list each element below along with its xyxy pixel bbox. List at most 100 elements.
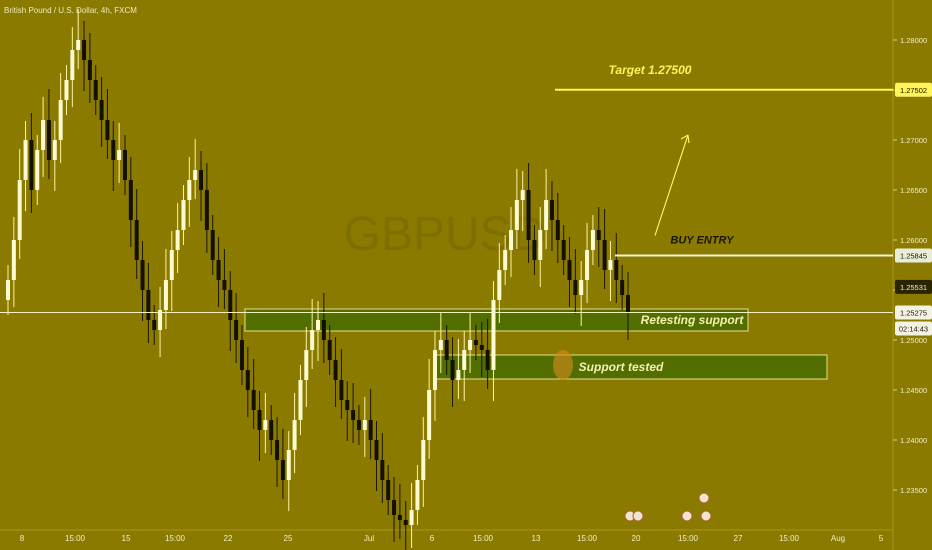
- x-tick-label: 6: [430, 534, 435, 543]
- x-tick-label: 15:00: [678, 534, 699, 543]
- candle-body: [368, 420, 373, 440]
- price-tag: [895, 321, 932, 336]
- candle-body: [380, 460, 385, 480]
- candle-body: [345, 400, 350, 410]
- candle-body: [193, 170, 198, 180]
- candle-body: [415, 480, 420, 510]
- price-tag-label: 1.25275: [900, 309, 927, 318]
- x-tick-label: 13: [532, 534, 541, 543]
- candle-body: [269, 420, 274, 440]
- candle-body: [286, 450, 291, 480]
- candle-body: [257, 410, 262, 430]
- y-tick-label: 1.28000: [900, 36, 927, 45]
- x-tick-label: Aug: [831, 534, 845, 543]
- candle-body: [438, 340, 443, 350]
- candle-body: [239, 340, 244, 370]
- candle-body: [64, 80, 69, 100]
- candle-body: [473, 340, 478, 345]
- y-tick-label: 1.24000: [900, 436, 927, 445]
- candle-body: [579, 280, 584, 295]
- candle-body: [93, 80, 98, 100]
- candle-body: [117, 150, 122, 160]
- candle-body: [497, 270, 502, 300]
- candle-body: [263, 420, 268, 430]
- price-tag-label: 1.27502: [900, 86, 927, 95]
- candle-body: [181, 200, 186, 230]
- candle-body: [199, 170, 204, 190]
- candle-body: [245, 370, 250, 390]
- zone-label: Retesting support: [641, 313, 745, 327]
- candle-body: [397, 515, 402, 520]
- candle-body: [41, 120, 46, 150]
- candle-body: [573, 280, 578, 295]
- price-tag-label: 1.25845: [900, 252, 927, 261]
- candle-body: [70, 50, 75, 80]
- candle-body: [128, 180, 133, 220]
- support-zone: [434, 354, 828, 380]
- candle-body: [626, 295, 630, 313]
- candle-body: [275, 440, 280, 460]
- x-tick-label: Jul: [364, 534, 374, 543]
- tested-highlight: [553, 350, 573, 380]
- candle-body: [351, 410, 356, 420]
- price-tag: [895, 248, 932, 263]
- x-tick-label: 15:00: [65, 534, 86, 543]
- x-tick-label: 25: [284, 534, 293, 543]
- candle-body: [544, 200, 549, 230]
- candle-body: [280, 460, 285, 480]
- candle-body: [585, 250, 590, 280]
- price-tag-label: 02:14:43: [899, 325, 928, 334]
- candle-body: [316, 320, 320, 330]
- candle-body: [333, 360, 338, 380]
- entry-label: BUY ENTRY: [670, 235, 735, 247]
- y-tick-label: 1.23500: [900, 486, 927, 495]
- candle-body: [362, 420, 367, 430]
- candle-body: [532, 240, 537, 260]
- candle-body: [122, 150, 127, 180]
- candle-body: [456, 370, 461, 380]
- candle-body: [140, 260, 145, 290]
- candle-body: [134, 220, 139, 260]
- candle-body: [602, 240, 607, 270]
- price-tag: [895, 305, 932, 320]
- candle-body: [356, 420, 361, 430]
- x-tick-label: 15: [122, 534, 131, 543]
- price-tag: [895, 82, 932, 97]
- candle-body: [614, 260, 619, 280]
- x-tick-label: 20: [632, 534, 641, 543]
- candle-body: [479, 345, 484, 350]
- target-arrow-head: [680, 134, 690, 144]
- candle-body: [228, 290, 233, 320]
- x-tick-label: 5: [879, 534, 884, 543]
- zone-label: Support tested: [579, 360, 664, 374]
- candle-body: [514, 200, 519, 230]
- event-icon: [681, 510, 693, 522]
- candle-body: [310, 330, 315, 350]
- x-tick-label: 27: [734, 534, 743, 543]
- candle-body: [52, 140, 57, 160]
- candle-body: [491, 300, 496, 370]
- event-icon: [698, 492, 710, 504]
- event-icon: [632, 510, 644, 522]
- candle-body: [6, 280, 10, 300]
- candle-body: [620, 280, 625, 295]
- candle-body: [169, 250, 174, 280]
- y-tick-label: 1.27000: [900, 136, 927, 145]
- candle-body: [374, 440, 379, 460]
- y-tick-label: 1.26500: [900, 186, 927, 195]
- candle-body: [561, 240, 566, 260]
- target-label: Target 1.27500: [609, 63, 692, 77]
- candle-body: [596, 230, 601, 240]
- candle-body: [409, 510, 414, 525]
- candle-body: [175, 230, 180, 250]
- candle-body: [23, 140, 28, 180]
- candle-body: [321, 320, 326, 340]
- candle-body: [526, 190, 531, 240]
- candle-body: [35, 150, 40, 190]
- x-tick-label: 15:00: [779, 534, 800, 543]
- target-arrow-line: [654, 134, 689, 236]
- x-tick-label: 8: [20, 534, 25, 543]
- candle-body: [339, 380, 344, 400]
- candle-body: [590, 230, 595, 250]
